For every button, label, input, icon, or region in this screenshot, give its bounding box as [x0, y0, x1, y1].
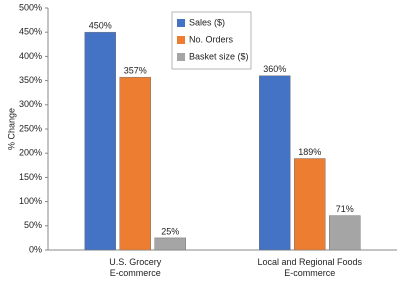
legend-box — [171, 11, 252, 70]
legend-label: Basket size ($) — [189, 51, 249, 61]
value-label: 25% — [161, 226, 179, 236]
y-tick-label: 350% — [19, 75, 42, 85]
y-axis-label: % Change — [6, 108, 16, 150]
legend-label: Sales ($) — [189, 17, 225, 27]
legend-swatch — [177, 36, 185, 44]
y-tick-label: 500% — [19, 2, 42, 12]
bar — [119, 76, 151, 251]
y-tick-label: 50% — [24, 220, 42, 230]
y-tick-label: 300% — [19, 99, 42, 109]
y-tick-label: 100% — [19, 196, 42, 206]
legend-swatch — [177, 19, 185, 27]
bar — [294, 158, 326, 251]
y-tick-label: 450% — [19, 27, 42, 37]
x-tick-label: U.S. Grocery E-commerce — [109, 257, 162, 278]
y-tick-label: 150% — [19, 172, 42, 182]
x-tick-label: Local and Regional Foods E-commerce — [257, 257, 362, 278]
legend-swatch — [177, 53, 185, 61]
value-label: 189% — [298, 147, 321, 157]
bar — [84, 31, 116, 251]
value-label: 360% — [263, 64, 286, 74]
y-tick-label: 0% — [29, 244, 42, 254]
y-tick-label: 200% — [19, 148, 42, 158]
bar — [329, 215, 361, 251]
y-tick-label: 250% — [19, 123, 42, 133]
y-tick-label: 400% — [19, 51, 42, 61]
legend-label: No. Orders — [189, 34, 234, 44]
bar — [154, 237, 186, 251]
bar — [259, 75, 291, 251]
value-label: 450% — [89, 21, 112, 31]
value-label: 357% — [124, 66, 147, 76]
value-label: 71% — [336, 204, 354, 214]
